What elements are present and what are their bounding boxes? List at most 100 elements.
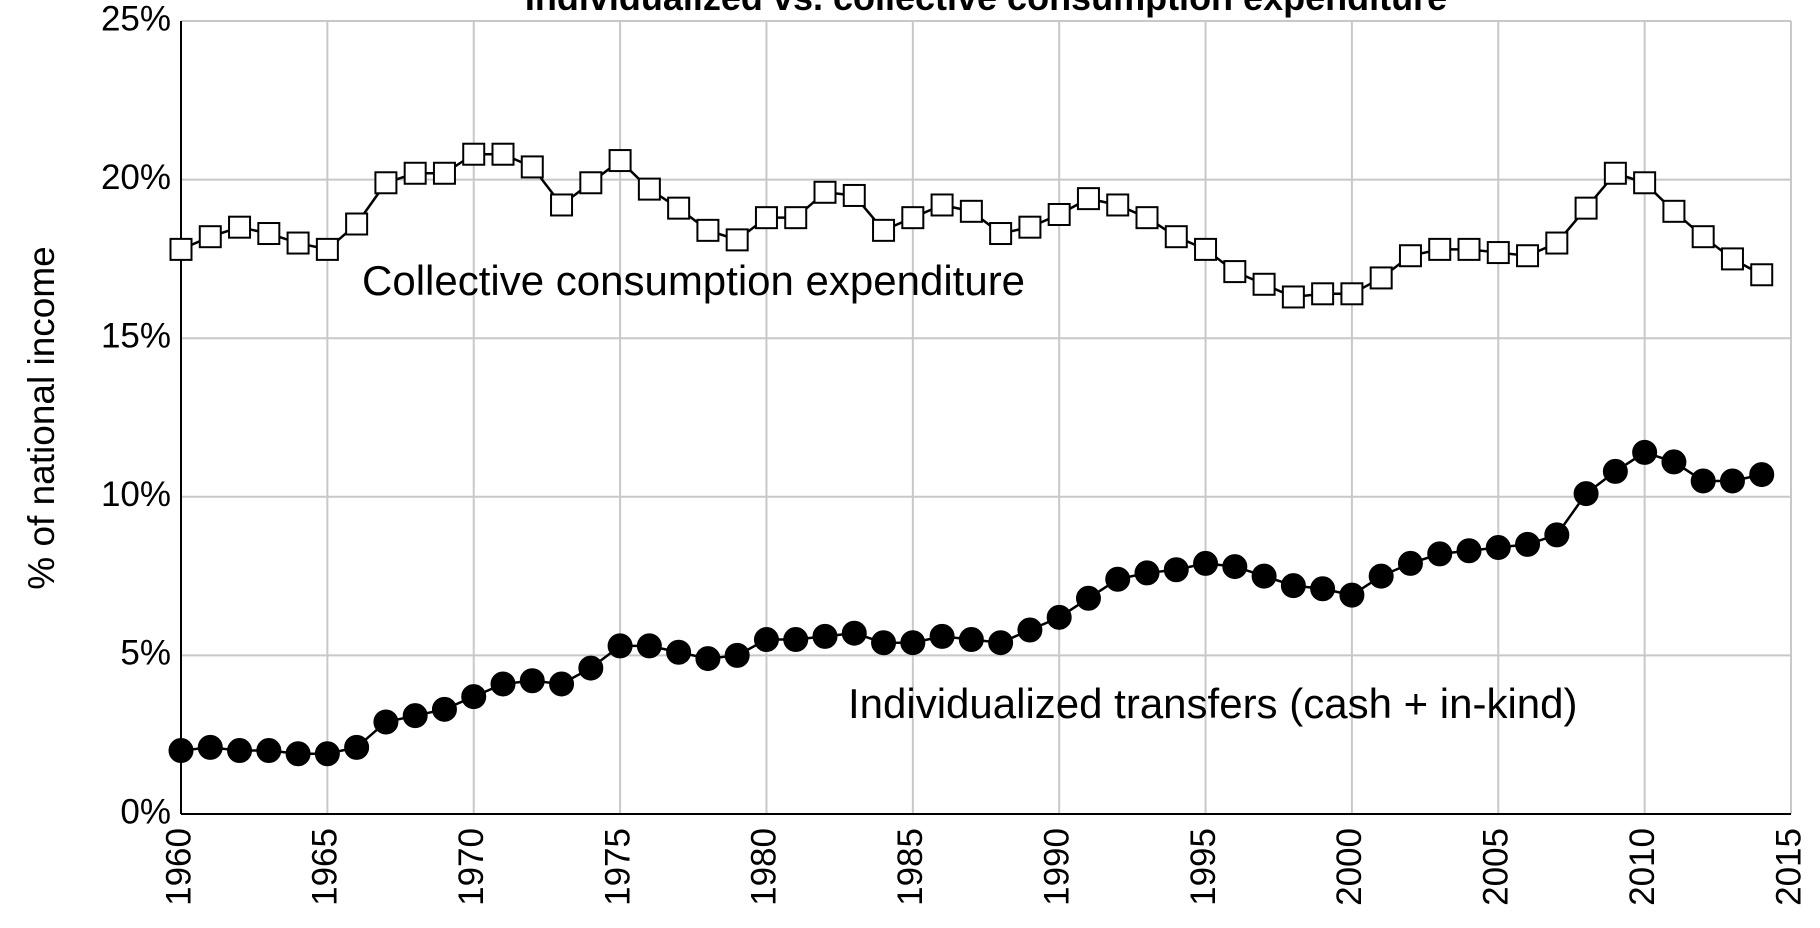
marker (1719, 468, 1745, 494)
marker (315, 237, 339, 261)
marker (1106, 193, 1130, 217)
x-tick-label: 1970 (452, 828, 491, 906)
x-tick-label: 1980 (745, 828, 784, 906)
x-tick-label: 1985 (891, 828, 930, 906)
y-tick-label: 20% (101, 158, 171, 197)
marker (256, 738, 282, 764)
marker (1339, 582, 1365, 608)
marker (491, 142, 515, 166)
marker (314, 741, 340, 767)
marker (754, 206, 778, 230)
marker (901, 206, 925, 230)
marker (462, 142, 486, 166)
marker (930, 193, 954, 217)
marker (1018, 215, 1042, 239)
chart-title: Individualized vs. collective consumptio… (525, 0, 1447, 18)
marker (929, 623, 955, 649)
marker (1397, 550, 1423, 576)
marker (1690, 468, 1716, 494)
marker (403, 161, 427, 185)
marker (1750, 263, 1774, 287)
marker (579, 171, 603, 195)
marker (549, 671, 575, 697)
marker (1661, 449, 1687, 475)
marker (1573, 481, 1599, 507)
marker (812, 623, 838, 649)
x-tick-label: 1975 (598, 828, 637, 906)
marker (520, 155, 544, 179)
marker (1368, 563, 1394, 589)
marker (1281, 285, 1305, 309)
series-label: Collective consumption expenditure (362, 257, 1025, 304)
marker (872, 218, 896, 242)
marker (753, 627, 779, 653)
marker (1075, 585, 1101, 611)
marker (402, 703, 428, 729)
marker (1311, 282, 1335, 306)
marker (1252, 272, 1276, 296)
marker (1135, 206, 1159, 230)
marker (1017, 617, 1043, 643)
marker (1164, 225, 1188, 249)
marker (1691, 225, 1715, 249)
marker (1427, 541, 1453, 567)
marker (841, 620, 867, 646)
marker (695, 646, 721, 672)
marker (373, 709, 399, 735)
marker (228, 215, 252, 239)
marker (1163, 557, 1189, 583)
marker (257, 222, 281, 246)
y-tick-label: 25% (101, 0, 171, 38)
marker (725, 228, 749, 252)
marker (432, 161, 456, 185)
x-tick-label: 1965 (306, 828, 345, 906)
marker (1749, 462, 1775, 488)
marker (1603, 161, 1627, 185)
marker (1632, 439, 1658, 465)
marker (1516, 244, 1540, 268)
marker (374, 171, 398, 195)
x-tick-label: 1960 (159, 828, 198, 906)
marker (667, 196, 691, 220)
marker (1515, 531, 1541, 557)
x-tick-label: 2000 (1330, 828, 1369, 906)
marker (1662, 199, 1686, 223)
marker (813, 180, 837, 204)
marker (1223, 260, 1247, 284)
marker (783, 627, 809, 653)
marker (1251, 563, 1277, 589)
marker (344, 734, 370, 760)
x-tick-label: 1995 (1184, 828, 1223, 906)
marker (1310, 576, 1336, 602)
marker (169, 237, 193, 261)
marker (1574, 196, 1598, 220)
marker (1046, 604, 1072, 630)
marker (227, 738, 253, 764)
marker (1076, 187, 1100, 211)
marker (461, 684, 487, 710)
marker (1544, 522, 1570, 548)
marker (1457, 237, 1481, 261)
marker (285, 741, 311, 767)
marker (1222, 554, 1248, 580)
y-tick-label: 15% (101, 316, 171, 355)
marker (490, 671, 516, 697)
series-label: Individualized transfers (cash + in-kind… (848, 680, 1578, 727)
x-tick-label: 2010 (1623, 828, 1662, 906)
marker (959, 199, 983, 223)
marker (168, 738, 194, 764)
marker (1047, 202, 1071, 226)
marker (958, 627, 984, 653)
marker (1398, 244, 1422, 268)
marker (1340, 282, 1364, 306)
x-tick-label: 2015 (1769, 828, 1808, 906)
y-tick-label: 10% (101, 475, 171, 514)
marker (989, 222, 1013, 246)
marker (900, 630, 926, 656)
marker (1194, 237, 1218, 261)
marker (1428, 237, 1452, 261)
marker (637, 177, 661, 201)
marker (636, 633, 662, 659)
marker (1280, 573, 1306, 599)
